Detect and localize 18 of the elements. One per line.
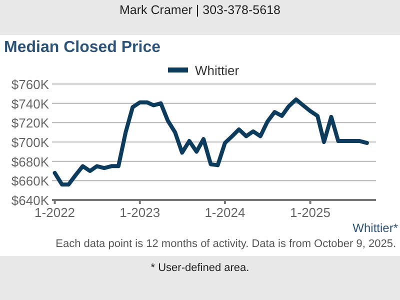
text: Mark Cramer | 303-378-5618 [120,3,281,17]
text: * User-defined area. [150,262,250,274]
x-tick-label: 1-2023 [120,205,160,220]
y-tick-label: $640K [11,193,50,208]
y-tick-label: $660K [11,174,50,189]
text: Whittier* [352,221,398,235]
y-tick-label: $720K [11,116,50,131]
y-tick-label: $740K [11,96,50,112]
x-tick-label: 1-2025 [290,205,331,220]
y-tick-label: $680K [11,154,50,170]
y-tick-label: $700K [11,135,50,150]
x-tick-label: 1-2022 [34,205,76,220]
chart-title: Median Closed Price [4,39,161,56]
line-series [52,97,369,187]
text: Each data point is 12 months of activity. Data is from October 9, 2025. [56,238,396,250]
y-tick-label: $760K [11,77,50,92]
x-tick-label: 1-2024 [204,205,246,220]
legend-label: Whittier [195,63,240,78]
